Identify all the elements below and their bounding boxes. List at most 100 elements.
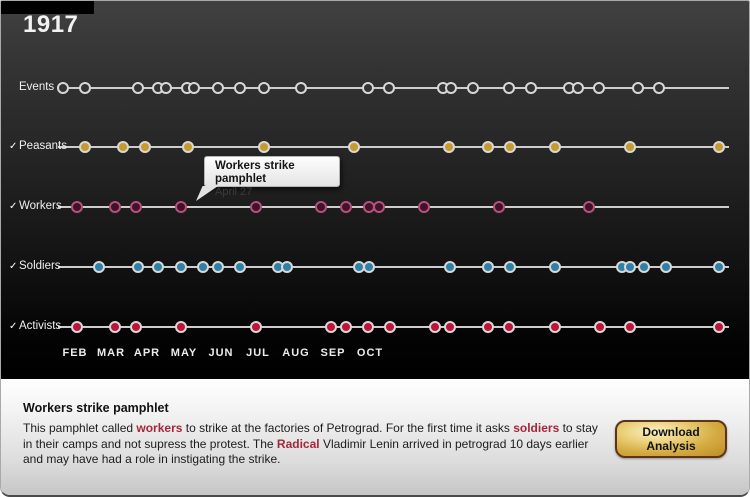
soldiers-event-dot[interactable]	[152, 261, 164, 273]
workers-event-dot[interactable]	[250, 201, 262, 213]
timeline-track-peasants	[58, 146, 729, 148]
soldiers-event-dot[interactable]	[175, 261, 187, 273]
activists-event-dot[interactable]	[325, 321, 337, 333]
activists-event-dot[interactable]	[549, 321, 561, 333]
activists-event-dot[interactable]	[594, 321, 606, 333]
events-event-dot[interactable]	[503, 82, 515, 94]
events-event-dot[interactable]	[525, 82, 537, 94]
soldiers-event-dot[interactable]	[363, 261, 375, 273]
soldiers-event-dot[interactable]	[624, 261, 636, 273]
events-event-dot[interactable]	[653, 82, 665, 94]
row-toggle-events[interactable]: Events	[9, 80, 54, 95]
events-event-dot[interactable]	[467, 82, 479, 94]
soldiers-event-dot[interactable]	[281, 261, 293, 273]
activists-event-dot[interactable]	[250, 321, 262, 333]
events-event-dot[interactable]	[295, 82, 307, 94]
top-left-bar	[1, 1, 94, 14]
events-event-dot[interactable]	[79, 82, 91, 94]
checkmark-icon: ✓	[9, 141, 18, 152]
row-toggle-soldiers[interactable]: ✓ Soldiers	[9, 259, 61, 274]
event-tooltip: Workers strike pamphlet April 27	[196, 156, 340, 201]
soldiers-event-dot[interactable]	[444, 261, 456, 273]
events-event-dot[interactable]	[445, 82, 457, 94]
workers-event-dot[interactable]	[71, 201, 83, 213]
events-event-dot[interactable]	[258, 82, 270, 94]
activists-event-dot[interactable]	[624, 321, 636, 333]
events-event-dot[interactable]	[572, 82, 584, 94]
peasants-event-dot[interactable]	[182, 141, 194, 153]
soldiers-event-dot[interactable]	[234, 261, 246, 273]
events-event-dot[interactable]	[383, 82, 395, 94]
activists-event-dot[interactable]	[429, 321, 441, 333]
peasants-event-dot[interactable]	[139, 141, 151, 153]
workers-event-dot[interactable]	[583, 201, 595, 213]
events-event-dot[interactable]	[212, 82, 224, 94]
detail-panel: Workers strike pamphlet This pamphlet ca…	[1, 379, 749, 495]
workers-event-dot[interactable]	[418, 201, 430, 213]
activists-event-dot[interactable]	[130, 321, 142, 333]
workers-event-dot[interactable]	[175, 201, 187, 213]
soldiers-event-dot[interactable]	[197, 261, 209, 273]
peasants-event-dot[interactable]	[624, 141, 636, 153]
soldiers-event-dot[interactable]	[638, 261, 650, 273]
peasants-event-dot[interactable]	[348, 141, 360, 153]
peasants-event-dot[interactable]	[549, 141, 561, 153]
row-label: Events	[19, 81, 55, 93]
row-label: Activists	[19, 320, 62, 332]
events-event-dot[interactable]	[362, 82, 374, 94]
events-event-dot[interactable]	[593, 82, 605, 94]
row-toggle-peasants[interactable]: ✓ Peasants	[9, 139, 67, 154]
activists-event-dot[interactable]	[109, 321, 121, 333]
peasants-event-dot[interactable]	[482, 141, 494, 153]
events-event-dot[interactable]	[234, 82, 246, 94]
row-toggle-workers[interactable]: ✓ Workers	[9, 199, 62, 214]
month-label: AUG	[282, 347, 310, 359]
month-label: APR	[133, 347, 161, 359]
soldiers-event-dot[interactable]	[549, 261, 561, 273]
peasants-event-dot[interactable]	[713, 141, 725, 153]
activists-event-dot[interactable]	[384, 321, 396, 333]
soldiers-event-dot[interactable]	[93, 261, 105, 273]
workers-event-dot[interactable]	[109, 201, 121, 213]
peasants-event-dot[interactable]	[443, 141, 455, 153]
row-label: Soldiers	[19, 260, 61, 272]
activists-event-dot[interactable]	[71, 321, 83, 333]
activists-event-dot[interactable]	[340, 321, 352, 333]
workers-event-dot[interactable]	[315, 201, 327, 213]
tooltip-date: April 27	[215, 186, 253, 198]
soldiers-event-dot[interactable]	[212, 261, 224, 273]
soldiers-event-dot[interactable]	[713, 261, 725, 273]
highlighted-term: Radical	[276, 436, 320, 451]
row-toggle-activists[interactable]: ✓ Activists	[9, 319, 61, 334]
workers-event-dot[interactable]	[493, 201, 505, 213]
soldiers-event-dot[interactable]	[504, 261, 516, 273]
peasants-event-dot[interactable]	[117, 141, 129, 153]
checkmark-icon: ✓	[9, 321, 18, 332]
activists-event-dot[interactable]	[444, 321, 456, 333]
activists-event-dot[interactable]	[175, 321, 187, 333]
activists-event-dot[interactable]	[362, 321, 374, 333]
month-label: MAY	[170, 347, 198, 359]
events-event-dot[interactable]	[57, 82, 69, 94]
soldiers-event-dot[interactable]	[660, 261, 672, 273]
workers-event-dot[interactable]	[373, 201, 385, 213]
events-event-dot[interactable]	[188, 82, 200, 94]
activists-event-dot[interactable]	[503, 321, 515, 333]
download-analysis-button[interactable]: Download Analysis	[615, 420, 727, 458]
detail-heading: Workers strike pamphlet	[23, 401, 169, 415]
events-event-dot[interactable]	[632, 82, 644, 94]
peasants-event-dot[interactable]	[504, 141, 516, 153]
events-event-dot[interactable]	[160, 82, 172, 94]
highlighted-term: workers	[136, 421, 183, 435]
peasants-event-dot[interactable]	[79, 141, 91, 153]
events-event-dot[interactable]	[132, 82, 144, 94]
soldiers-event-dot[interactable]	[482, 261, 494, 273]
soldiers-event-dot[interactable]	[132, 261, 144, 273]
activists-event-dot[interactable]	[713, 321, 725, 333]
activists-event-dot[interactable]	[482, 321, 494, 333]
workers-event-dot[interactable]	[130, 201, 142, 213]
workers-event-dot[interactable]	[340, 201, 352, 213]
tooltip-title: Workers strike pamphlet	[215, 160, 295, 185]
peasants-event-dot[interactable]	[258, 141, 270, 153]
